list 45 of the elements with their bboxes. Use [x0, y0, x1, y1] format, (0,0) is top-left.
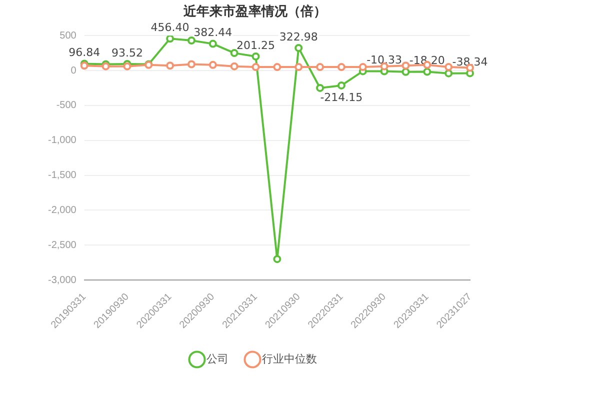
point	[252, 52, 260, 60]
data-label: 382.44	[194, 26, 232, 40]
y-tick-label: -500	[56, 100, 77, 112]
data-label: 322.98	[279, 30, 318, 44]
data-label: 96.84	[68, 46, 100, 60]
point	[208, 40, 217, 48]
point	[294, 63, 303, 72]
point	[337, 81, 346, 90]
point	[337, 63, 346, 72]
data-label: -214.15	[320, 90, 363, 104]
point	[402, 62, 410, 70]
point	[187, 36, 196, 44]
point	[358, 63, 367, 72]
data-label: 93.52	[111, 46, 143, 60]
point	[444, 69, 453, 78]
point	[316, 84, 324, 92]
point	[230, 49, 238, 58]
chart-title: 近年来市盈率情况（倍）	[182, 3, 326, 18]
point	[252, 63, 260, 72]
point	[230, 62, 238, 70]
data-label: -38.34	[452, 56, 488, 69]
point	[273, 255, 282, 264]
point	[166, 36, 174, 43]
point	[423, 68, 432, 76]
point	[273, 63, 282, 72]
y-tick-label: -1,000	[48, 135, 77, 146]
y-tick-label: -2,500	[48, 240, 77, 251]
legend-label: 行业中位数	[262, 352, 317, 366]
legend-label: 公司	[206, 354, 228, 366]
point	[294, 44, 303, 52]
data-label: 456.40	[150, 21, 190, 34]
y-tick-label: 0	[70, 65, 77, 76]
point	[187, 60, 196, 68]
y-tick-label: -3,000	[48, 274, 77, 286]
point	[402, 68, 410, 76]
point	[123, 62, 132, 70]
point	[166, 62, 174, 70]
point	[444, 63, 453, 72]
y-tick-label: -1,500	[48, 170, 77, 182]
y-tick-label: -2,000	[48, 204, 77, 216]
point	[208, 60, 217, 69]
data-label: 201.25	[236, 38, 276, 52]
point	[316, 63, 324, 72]
data-label: -10.33	[366, 54, 402, 67]
y-tick-label: 500	[60, 30, 77, 42]
